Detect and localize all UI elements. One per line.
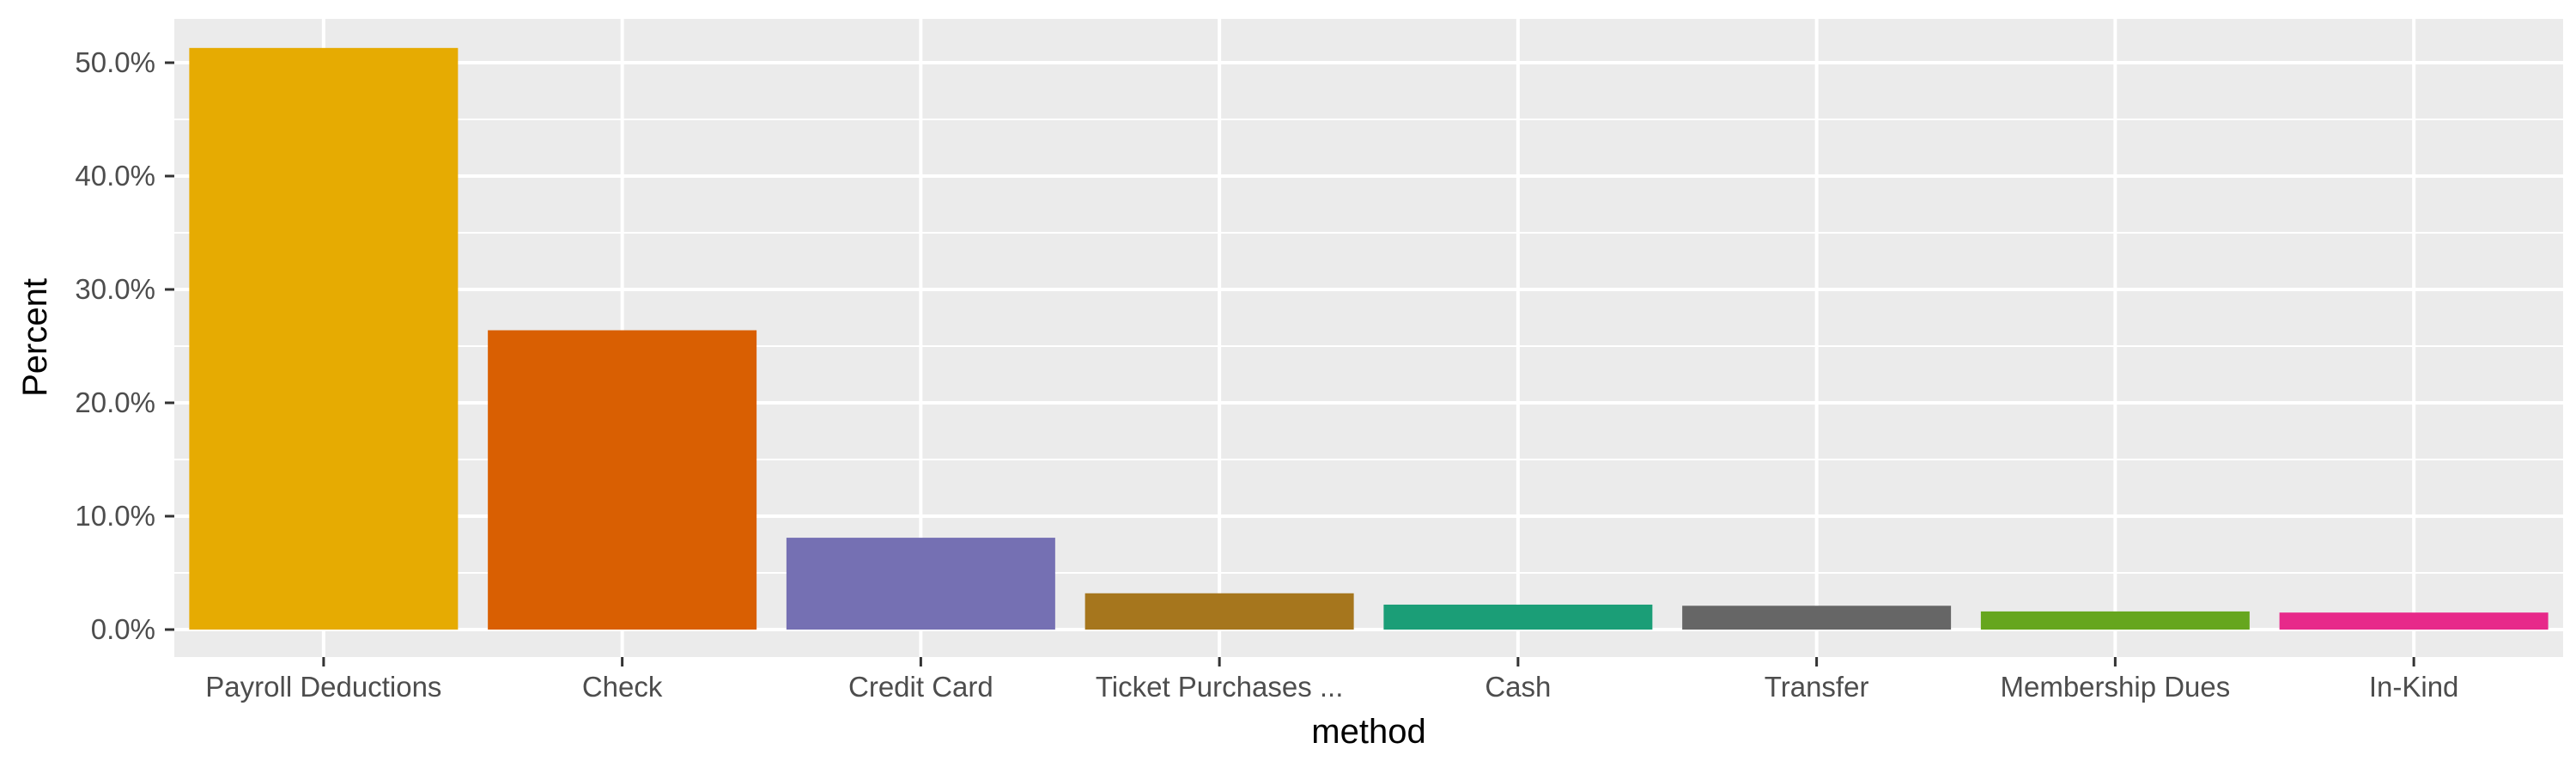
x-axis: Payroll Deductions Check Credit Card Ticket… xyxy=(205,657,2458,703)
bar xyxy=(786,538,1055,630)
bar xyxy=(1084,593,1354,630)
y-tick-label: 40.0% xyxy=(75,160,155,192)
x-tick-label: Payroll Deductions xyxy=(205,671,441,703)
bar xyxy=(2279,612,2549,630)
y-tick-label: 30.0% xyxy=(75,273,155,305)
bar xyxy=(488,330,757,630)
x-tick-label: Credit Card xyxy=(848,671,993,703)
x-tick-label: Membership Dues xyxy=(2000,671,2230,703)
x-tick-label: Cash xyxy=(1485,671,1551,703)
x-axis-title: method xyxy=(1311,713,1425,751)
x-tick-label: Transfer xyxy=(1765,671,1869,703)
bar xyxy=(1980,611,2250,630)
y-tick-label: 10.0% xyxy=(75,500,155,532)
y-tick-label: 0.0% xyxy=(91,613,155,645)
y-axis: 0.0% 10.0% 20.0% 30.0% 40.0% 50.0% xyxy=(75,46,174,645)
y-tick-label: 50.0% xyxy=(75,46,155,78)
bar xyxy=(189,47,459,630)
x-tick-label: In-Kind xyxy=(2369,671,2459,703)
bars xyxy=(189,47,2549,630)
x-tick-label: Ticket Purchases ... xyxy=(1096,671,1344,703)
bar xyxy=(1682,606,1952,630)
x-tick-label: Check xyxy=(582,671,663,703)
y-axis-title: Percent xyxy=(16,278,54,397)
bar xyxy=(1383,604,1653,630)
y-tick-label: 20.0% xyxy=(75,386,155,418)
